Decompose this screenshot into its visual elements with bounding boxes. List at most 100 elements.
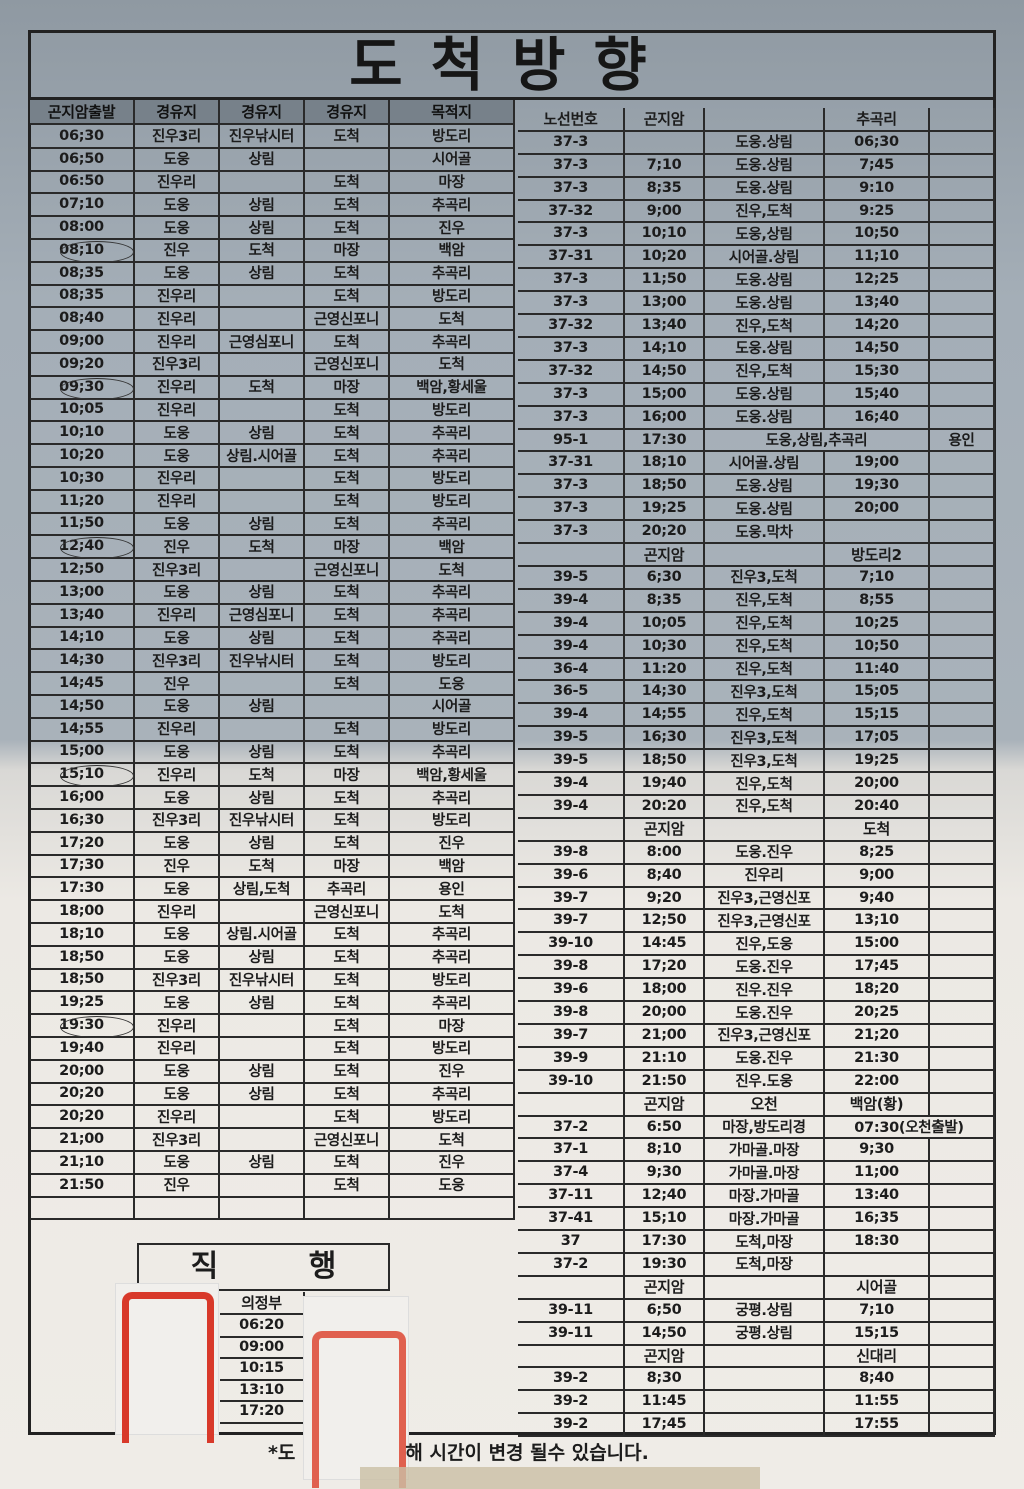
handwritten-circle — [60, 377, 134, 400]
departure-time-cell: 21:50 — [30, 1173, 135, 1198]
route-number-cell: 39-6 — [518, 863, 625, 888]
via-cell: 도웅.상림 — [705, 291, 825, 316]
via-1-cell: 진우리 — [135, 330, 220, 354]
route-number-cell: 39-10 — [518, 932, 625, 957]
extra-cell — [930, 314, 995, 338]
arrival-cell: 7;10 — [825, 1298, 930, 1323]
arrival-cell: 18;20 — [825, 978, 930, 1003]
gonjiam-departure-cell: 10;30 — [625, 634, 705, 659]
extra-cell — [930, 337, 995, 361]
arrival-cell: 17;45 — [825, 955, 930, 980]
via-2-cell — [220, 170, 305, 195]
via-1-cell: 도웅 — [135, 877, 220, 902]
via-2-cell: 상림 — [220, 626, 305, 651]
via-2-cell: 근영심포니 — [220, 330, 305, 354]
departure-time-cell: 10;20 — [30, 444, 135, 468]
gonjiam-departure-cell: 6:50 — [625, 1115, 705, 1140]
arrival-cell: 20;25 — [825, 1001, 930, 1025]
route-number-cell: 37-4 — [518, 1161, 625, 1186]
gonjiam-departure-cell: 7;10 — [625, 153, 705, 178]
arrival-cell: 21:30 — [825, 1046, 930, 1071]
via-3-cell: 도척 — [305, 489, 390, 514]
torn-sticker — [303, 1296, 409, 1488]
via-cell: 마장.가마골 — [705, 1207, 825, 1232]
destination-cell: 추곡리 — [390, 261, 515, 286]
extra-cell — [930, 1230, 995, 1254]
extra-cell — [930, 611, 995, 636]
via-1-cell: 도웅 — [135, 626, 220, 651]
via-1-cell: 진우 — [135, 1173, 220, 1198]
route-number-cell: 39-2 — [518, 1390, 625, 1415]
gonjiam-departure-cell: 11:20 — [625, 657, 705, 682]
arrival-cell: 11;00 — [825, 1161, 930, 1186]
extra-cell — [930, 1001, 995, 1025]
extra-cell — [930, 749, 995, 774]
route-number-cell: 39-2 — [518, 1413, 625, 1438]
via-1-cell: 도웅 — [135, 444, 220, 468]
via-1-cell: 진우리 — [135, 1105, 220, 1130]
departure-time-cell: 06;30 — [30, 125, 135, 149]
route-number-cell: 37-3 — [518, 474, 625, 499]
route-number-cell: 39-5 — [518, 726, 625, 751]
departure-time-cell: 20;20 — [30, 1105, 135, 1130]
via-3-cell: 도척 — [305, 968, 390, 993]
via-3-cell: 도척 — [305, 786, 390, 810]
via-1-cell: 도웅 — [135, 193, 220, 218]
route-number-cell: 37-32 — [518, 314, 625, 338]
destination-cell: 방도리 — [390, 1105, 515, 1130]
route-number-cell: 37-3 — [518, 291, 625, 316]
column-header: 목적지 — [390, 100, 515, 125]
extra-cell — [930, 130, 995, 155]
via-1-cell: 진우 — [135, 535, 220, 560]
via-cell: 진우3,근영신포 — [705, 886, 825, 911]
via-cell: 도웅.상림 — [705, 405, 825, 430]
route-number-cell: 37-41 — [518, 1207, 625, 1232]
destination-cell: 마장 — [390, 170, 515, 195]
via-2-cell — [220, 900, 305, 924]
via-2-cell — [220, 284, 305, 309]
extra-cell — [930, 863, 995, 888]
extra-cell — [930, 566, 995, 590]
extra-cell — [930, 1161, 995, 1186]
destination-cell: 추곡리 — [390, 991, 515, 1016]
via-cell: 진우리 — [705, 863, 825, 888]
departure-time-cell: 17;30 — [30, 854, 135, 879]
handwritten-circle — [60, 1016, 134, 1039]
extra-cell — [930, 222, 995, 247]
extra-cell — [930, 1138, 995, 1163]
via-cell: 도웅.상림 — [705, 153, 825, 178]
via-cell: 진우.도웅 — [705, 1069, 825, 1094]
via-3-cell: 도척 — [305, 1105, 390, 1130]
route-number-cell: 36-5 — [518, 680, 625, 705]
via-2-cell: 상림 — [220, 421, 305, 446]
arrival-cell: 9:25 — [825, 199, 930, 224]
destination-cell: 추곡리 — [390, 945, 515, 970]
extra-cell — [930, 703, 995, 728]
via-1-cell: 도웅 — [135, 740, 220, 765]
via-3-cell: 도척 — [305, 421, 390, 446]
gonjiam-departure-cell: 17;20 — [625, 955, 705, 980]
departure-time-cell: 08;35 — [30, 261, 135, 286]
extra-cell — [930, 588, 995, 613]
via-2-cell — [220, 353, 305, 377]
via-1-cell: 도웅 — [135, 923, 220, 947]
destination-cell: 방도리 — [390, 717, 515, 742]
arrival-cell: 13;40 — [825, 291, 930, 316]
via-1-cell: 도웅 — [135, 831, 220, 856]
via-1-cell: 진우 — [135, 854, 220, 879]
via-1-cell: 도웅 — [135, 261, 220, 286]
arrival-cell: 11:55 — [825, 1390, 930, 1415]
via-3-cell: 도척 — [305, 945, 390, 970]
departure-time-cell: 19;40 — [30, 1037, 135, 1061]
destination-cell: 시어골 — [390, 147, 515, 172]
arrival-cell: 19;30 — [825, 474, 930, 499]
via-1-cell: 진우리 — [135, 1014, 220, 1038]
via-1-cell: 진우리 — [135, 170, 220, 195]
extra-cell — [930, 840, 995, 865]
via-cell: 진우3,도척 — [705, 749, 825, 774]
gonjiam-departure-cell: 20;20 — [625, 520, 705, 545]
departure-time-cell: 07;10 — [30, 193, 135, 218]
via-3-cell: 근영신포니 — [305, 1128, 390, 1152]
via-3-cell: 마장 — [305, 239, 390, 263]
via-2-cell — [220, 717, 305, 742]
